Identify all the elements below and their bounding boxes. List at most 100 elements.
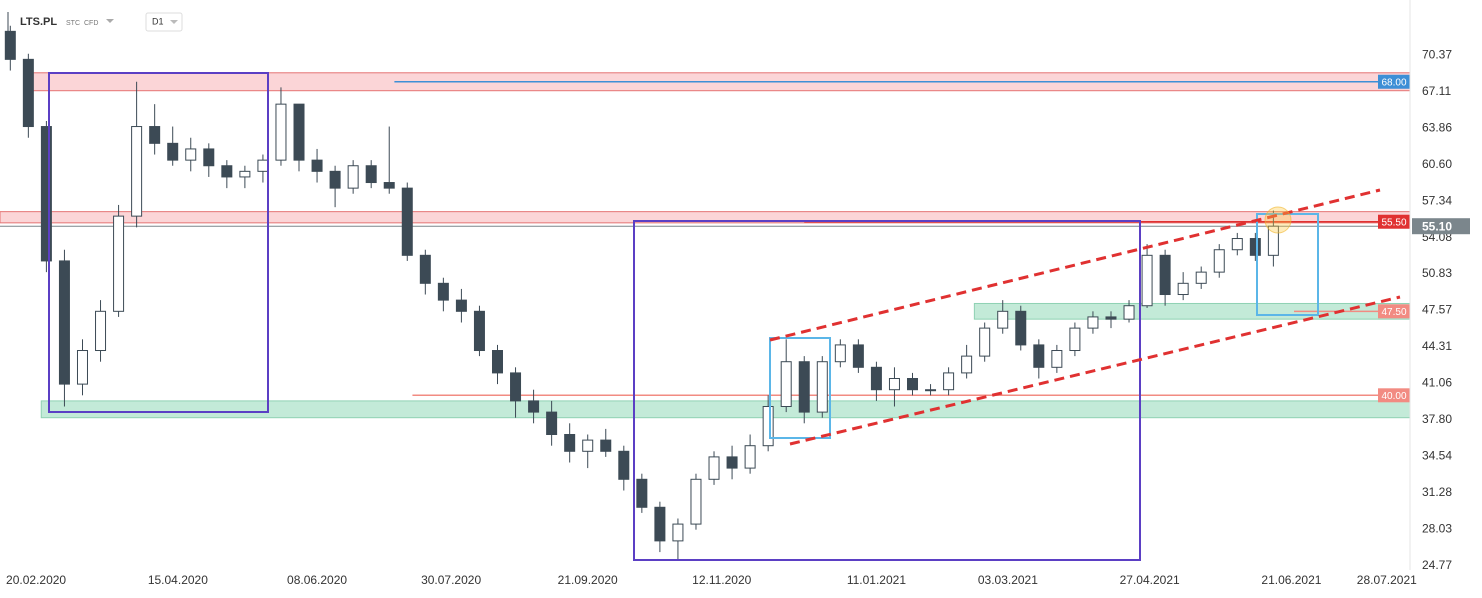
candle-body bbox=[528, 400, 540, 413]
highlight bbox=[1264, 206, 1292, 234]
candle-body bbox=[95, 310, 107, 352]
interval-button[interactable] bbox=[145, 12, 183, 32]
candle-body bbox=[546, 411, 558, 435]
candle-body bbox=[1177, 282, 1189, 296]
dropdown-arrow[interactable] bbox=[170, 20, 178, 24]
trend-line bbox=[789, 295, 1401, 446]
last-price-label: 55.10 bbox=[1422, 219, 1452, 233]
candle-body bbox=[131, 126, 143, 217]
candle-body bbox=[1249, 238, 1261, 256]
interval[interactable]: D1 bbox=[152, 16, 164, 26]
candle-body bbox=[510, 372, 522, 402]
candle-body bbox=[419, 254, 431, 284]
candle-body bbox=[185, 148, 197, 161]
candle-body bbox=[275, 103, 287, 161]
candle-body bbox=[1087, 316, 1099, 329]
candle-body bbox=[383, 182, 395, 189]
last-price-tag bbox=[1412, 218, 1470, 235]
box bbox=[769, 337, 831, 439]
y-tick-label: 50.83 bbox=[1422, 266, 1452, 280]
dropdown-arrow[interactable] bbox=[106, 19, 114, 23]
candle-body bbox=[1231, 238, 1243, 251]
tag: CFD bbox=[84, 20, 98, 27]
candle-body bbox=[1051, 350, 1063, 368]
box bbox=[48, 72, 269, 413]
candle-body bbox=[58, 260, 70, 385]
zone bbox=[40, 400, 1411, 419]
level-label: 68.00 bbox=[1381, 77, 1406, 88]
candle-body bbox=[654, 506, 666, 542]
level-label: 47.50 bbox=[1381, 307, 1406, 318]
candle-body bbox=[925, 389, 937, 392]
candle-body bbox=[4, 30, 16, 60]
x-tick-label: 27.04.2021 bbox=[1120, 573, 1180, 587]
candles bbox=[4, 25, 1279, 560]
x-tick-label: 30.07.2020 bbox=[421, 573, 481, 587]
candle-body bbox=[22, 58, 34, 128]
candle-body bbox=[1213, 249, 1225, 273]
candle-body bbox=[239, 170, 251, 178]
candle-body bbox=[1015, 310, 1027, 346]
candle-body bbox=[1105, 316, 1117, 320]
candle-body bbox=[744, 445, 756, 469]
x-tick-label: 08.06.2020 bbox=[287, 573, 347, 587]
candle-body bbox=[997, 310, 1009, 329]
candle-body bbox=[40, 126, 52, 262]
candle-body bbox=[149, 126, 161, 144]
candle-body bbox=[961, 355, 973, 374]
x-tick-label: 03.03.2021 bbox=[978, 573, 1038, 587]
x-tick-label: 20.02.2020 bbox=[6, 573, 66, 587]
y-tick-label: 67.11 bbox=[1422, 84, 1451, 98]
levels: 68.00 55.50 47.50 40.00 bbox=[0, 74, 1410, 403]
candle-body bbox=[726, 456, 738, 469]
candle-body bbox=[943, 372, 955, 391]
candle-body bbox=[672, 523, 684, 542]
candle-body bbox=[311, 159, 323, 172]
candle-body bbox=[455, 299, 467, 312]
box bbox=[633, 220, 1141, 561]
tag: STC bbox=[66, 20, 80, 27]
candle-body bbox=[221, 165, 233, 178]
candle-body bbox=[708, 456, 720, 480]
candle-body bbox=[1141, 254, 1153, 307]
y-tick-label: 70.37 bbox=[1422, 47, 1452, 61]
y-tick-label: 60.60 bbox=[1422, 157, 1452, 171]
level-tag bbox=[1378, 304, 1410, 319]
y-tick-label: 41.06 bbox=[1422, 376, 1452, 390]
candle-body bbox=[870, 366, 882, 391]
candle-body bbox=[167, 142, 179, 161]
y-tick-label: 28.03 bbox=[1422, 522, 1452, 536]
candle-body bbox=[76, 350, 88, 385]
candle-body bbox=[834, 344, 846, 363]
candle-body bbox=[852, 344, 864, 368]
candle-body bbox=[347, 165, 359, 189]
candle-body bbox=[888, 378, 900, 391]
candle-body bbox=[600, 439, 612, 452]
candle-body bbox=[798, 361, 810, 413]
symbol: LTS.PL bbox=[20, 16, 57, 28]
candle-body bbox=[1033, 344, 1045, 368]
header: LTS.PL STC CFD D1 bbox=[7, 12, 183, 32]
level-label: 55.50 bbox=[1381, 217, 1406, 228]
candle-body bbox=[816, 361, 828, 413]
candle-body bbox=[907, 378, 919, 391]
candle-body bbox=[780, 361, 792, 408]
y-tick-label: 34.54 bbox=[1422, 449, 1452, 463]
level-label: 40.00 bbox=[1381, 391, 1406, 402]
y-tick-label: 24.77 bbox=[1422, 558, 1452, 572]
drawings bbox=[48, 72, 1401, 561]
level-tag bbox=[1378, 74, 1410, 89]
candle-body bbox=[491, 350, 503, 374]
candle-body bbox=[1267, 225, 1279, 256]
y-tick-label: 47.57 bbox=[1422, 303, 1452, 317]
y-tick-label: 63.86 bbox=[1422, 120, 1452, 134]
candle-body bbox=[564, 433, 576, 452]
x-tick-label: 21.09.2020 bbox=[558, 573, 618, 587]
level-tag bbox=[1378, 214, 1410, 229]
candle-body bbox=[329, 170, 341, 189]
candle-body bbox=[1069, 327, 1081, 352]
candle-body bbox=[401, 187, 413, 256]
x-tick-label: 28.07.2021 bbox=[1357, 573, 1417, 587]
candle-body bbox=[293, 103, 305, 161]
candle-body bbox=[618, 450, 630, 480]
